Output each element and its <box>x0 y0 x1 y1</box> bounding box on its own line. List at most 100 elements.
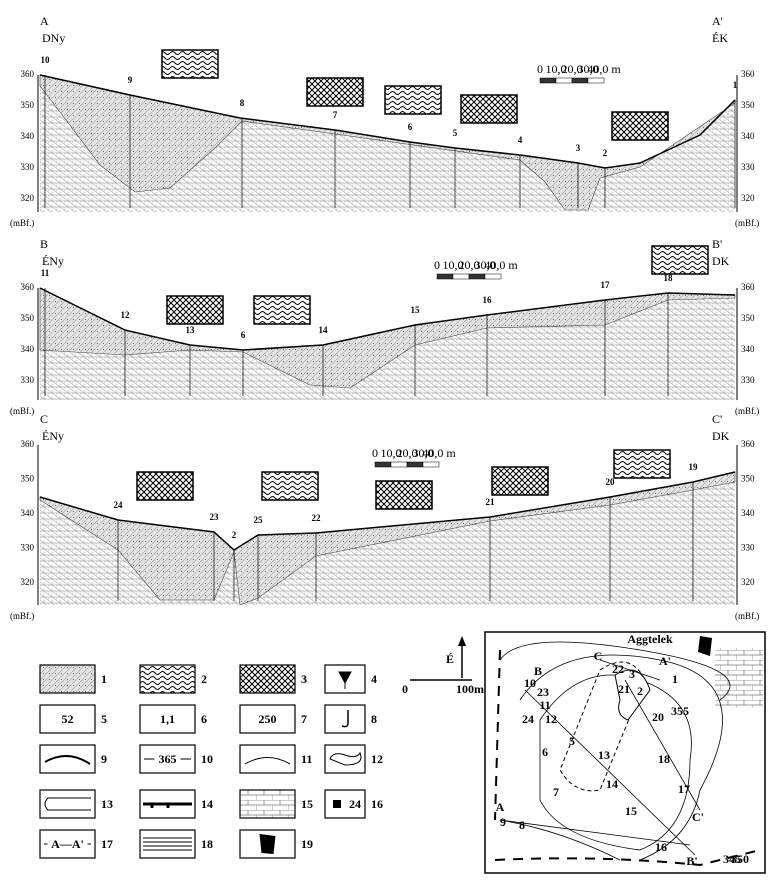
tick-label: 360 <box>741 439 755 449</box>
legend-text: 1,1 <box>160 712 175 726</box>
surface-line <box>39 74 736 169</box>
tick-label: 340 <box>21 131 35 141</box>
borehole-label: 2 <box>232 530 237 540</box>
tick-label: 350 <box>21 474 35 484</box>
borehole-label: 14 <box>319 325 329 335</box>
tick-label: 360 <box>21 282 35 292</box>
legend-box <box>239 744 296 774</box>
callout-box <box>611 111 669 141</box>
map-label: 1 <box>672 672 678 686</box>
map-label: 17 <box>678 782 690 796</box>
map-label: 3 <box>629 667 635 681</box>
borehole-label: 23 <box>210 512 220 522</box>
callout-box <box>491 466 549 496</box>
borehole-label: 21 <box>486 497 496 507</box>
legend-number: 17 <box>101 837 113 851</box>
map-label: C' <box>692 810 704 824</box>
unit-label: (mBf.) <box>735 611 759 621</box>
unit-label: (mBf.) <box>735 406 759 416</box>
legend-text: 24 <box>349 797 361 811</box>
map-label: 2 <box>637 684 643 698</box>
borehole-label: 22 <box>312 513 322 523</box>
contour-line <box>499 641 731 701</box>
scale-label: 30,0 <box>578 62 599 76</box>
surface-line <box>39 287 736 351</box>
map-label: C <box>594 649 603 663</box>
borehole-label: 4 <box>518 135 523 145</box>
section-label: A' <box>712 14 723 28</box>
map-label: 24 <box>522 712 534 726</box>
borehole-label: 20 <box>606 477 616 487</box>
tick-label: 340 <box>741 344 755 354</box>
callout-box <box>613 449 671 479</box>
section-line <box>499 819 691 846</box>
tick-label: 320 <box>741 193 755 203</box>
section-label: C' <box>712 412 722 426</box>
section-label: B' <box>712 237 722 251</box>
legend-number: 5 <box>101 712 107 726</box>
borehole-label: 3 <box>576 143 581 153</box>
map-label: 355 <box>671 704 689 718</box>
scale-segment <box>406 461 424 468</box>
legend-box <box>39 704 96 734</box>
callout-box <box>384 85 442 115</box>
legend-symbol <box>44 755 91 765</box>
scale-segment <box>484 273 502 280</box>
borehole-label: 24 <box>114 500 124 510</box>
borehole-label: 11 <box>41 268 50 278</box>
surface-line <box>39 471 736 551</box>
tick-label: 350 <box>741 313 755 323</box>
borehole-label: 19 <box>689 462 699 472</box>
scale-label: 40,0 m <box>587 62 621 76</box>
map-label: A <box>496 800 505 814</box>
section-label: A <box>40 14 49 28</box>
legend-text: 365 <box>159 752 177 766</box>
borehole-label: 16 <box>483 295 493 305</box>
section-direction: DK <box>712 254 730 268</box>
borehole-label: 15 <box>411 305 421 315</box>
section-label: B <box>40 237 48 251</box>
legend-number: 4 <box>371 672 377 686</box>
map-label: 6 <box>542 745 548 759</box>
legend-symbol <box>143 802 192 808</box>
doline-rim <box>559 661 646 792</box>
borehole-label: 13 <box>186 325 196 335</box>
legend-number: 10 <box>201 752 213 766</box>
callout-box <box>460 94 518 124</box>
legend-number: 11 <box>301 752 312 766</box>
town-label: Aggtelek <box>627 632 673 646</box>
callout-box <box>651 245 709 275</box>
scale-label: 0 <box>537 62 543 76</box>
map-label: 7 <box>553 785 559 799</box>
map-label: 16 <box>655 840 667 854</box>
map-label: 10 <box>524 676 536 690</box>
map-label: 14 <box>606 777 618 791</box>
scale-label: 40,0 m <box>484 258 518 272</box>
map-label: 12 <box>545 712 557 726</box>
tick-label: 330 <box>21 162 35 172</box>
scale-segment <box>571 77 589 84</box>
legend-box <box>239 789 296 819</box>
legend-number: 16 <box>371 797 383 811</box>
tick-label: 320 <box>21 577 35 587</box>
borehole-label: 6 <box>408 122 413 132</box>
map-label: 8 <box>519 818 525 832</box>
legend-symbol <box>333 800 341 808</box>
map-scale-label: 100m <box>456 682 484 696</box>
legend-number: 1 <box>101 672 107 686</box>
scale-label: 10,0 <box>546 62 567 76</box>
legend-number: 14 <box>201 797 213 811</box>
map-label: A' <box>659 654 671 668</box>
scale-label: 20,0 <box>397 446 418 460</box>
tick-label: 340 <box>21 508 35 518</box>
scale-label: 30,0 <box>413 446 434 460</box>
north-label: É <box>446 652 454 666</box>
borehole-label: 17 <box>601 280 611 290</box>
tick-label: 360 <box>741 282 755 292</box>
legend-text: 250 <box>259 712 277 726</box>
legend-number: 7 <box>301 712 307 726</box>
tick-label: 350 <box>21 313 35 323</box>
map-label: 22 <box>612 662 624 676</box>
callout-box <box>375 480 433 510</box>
